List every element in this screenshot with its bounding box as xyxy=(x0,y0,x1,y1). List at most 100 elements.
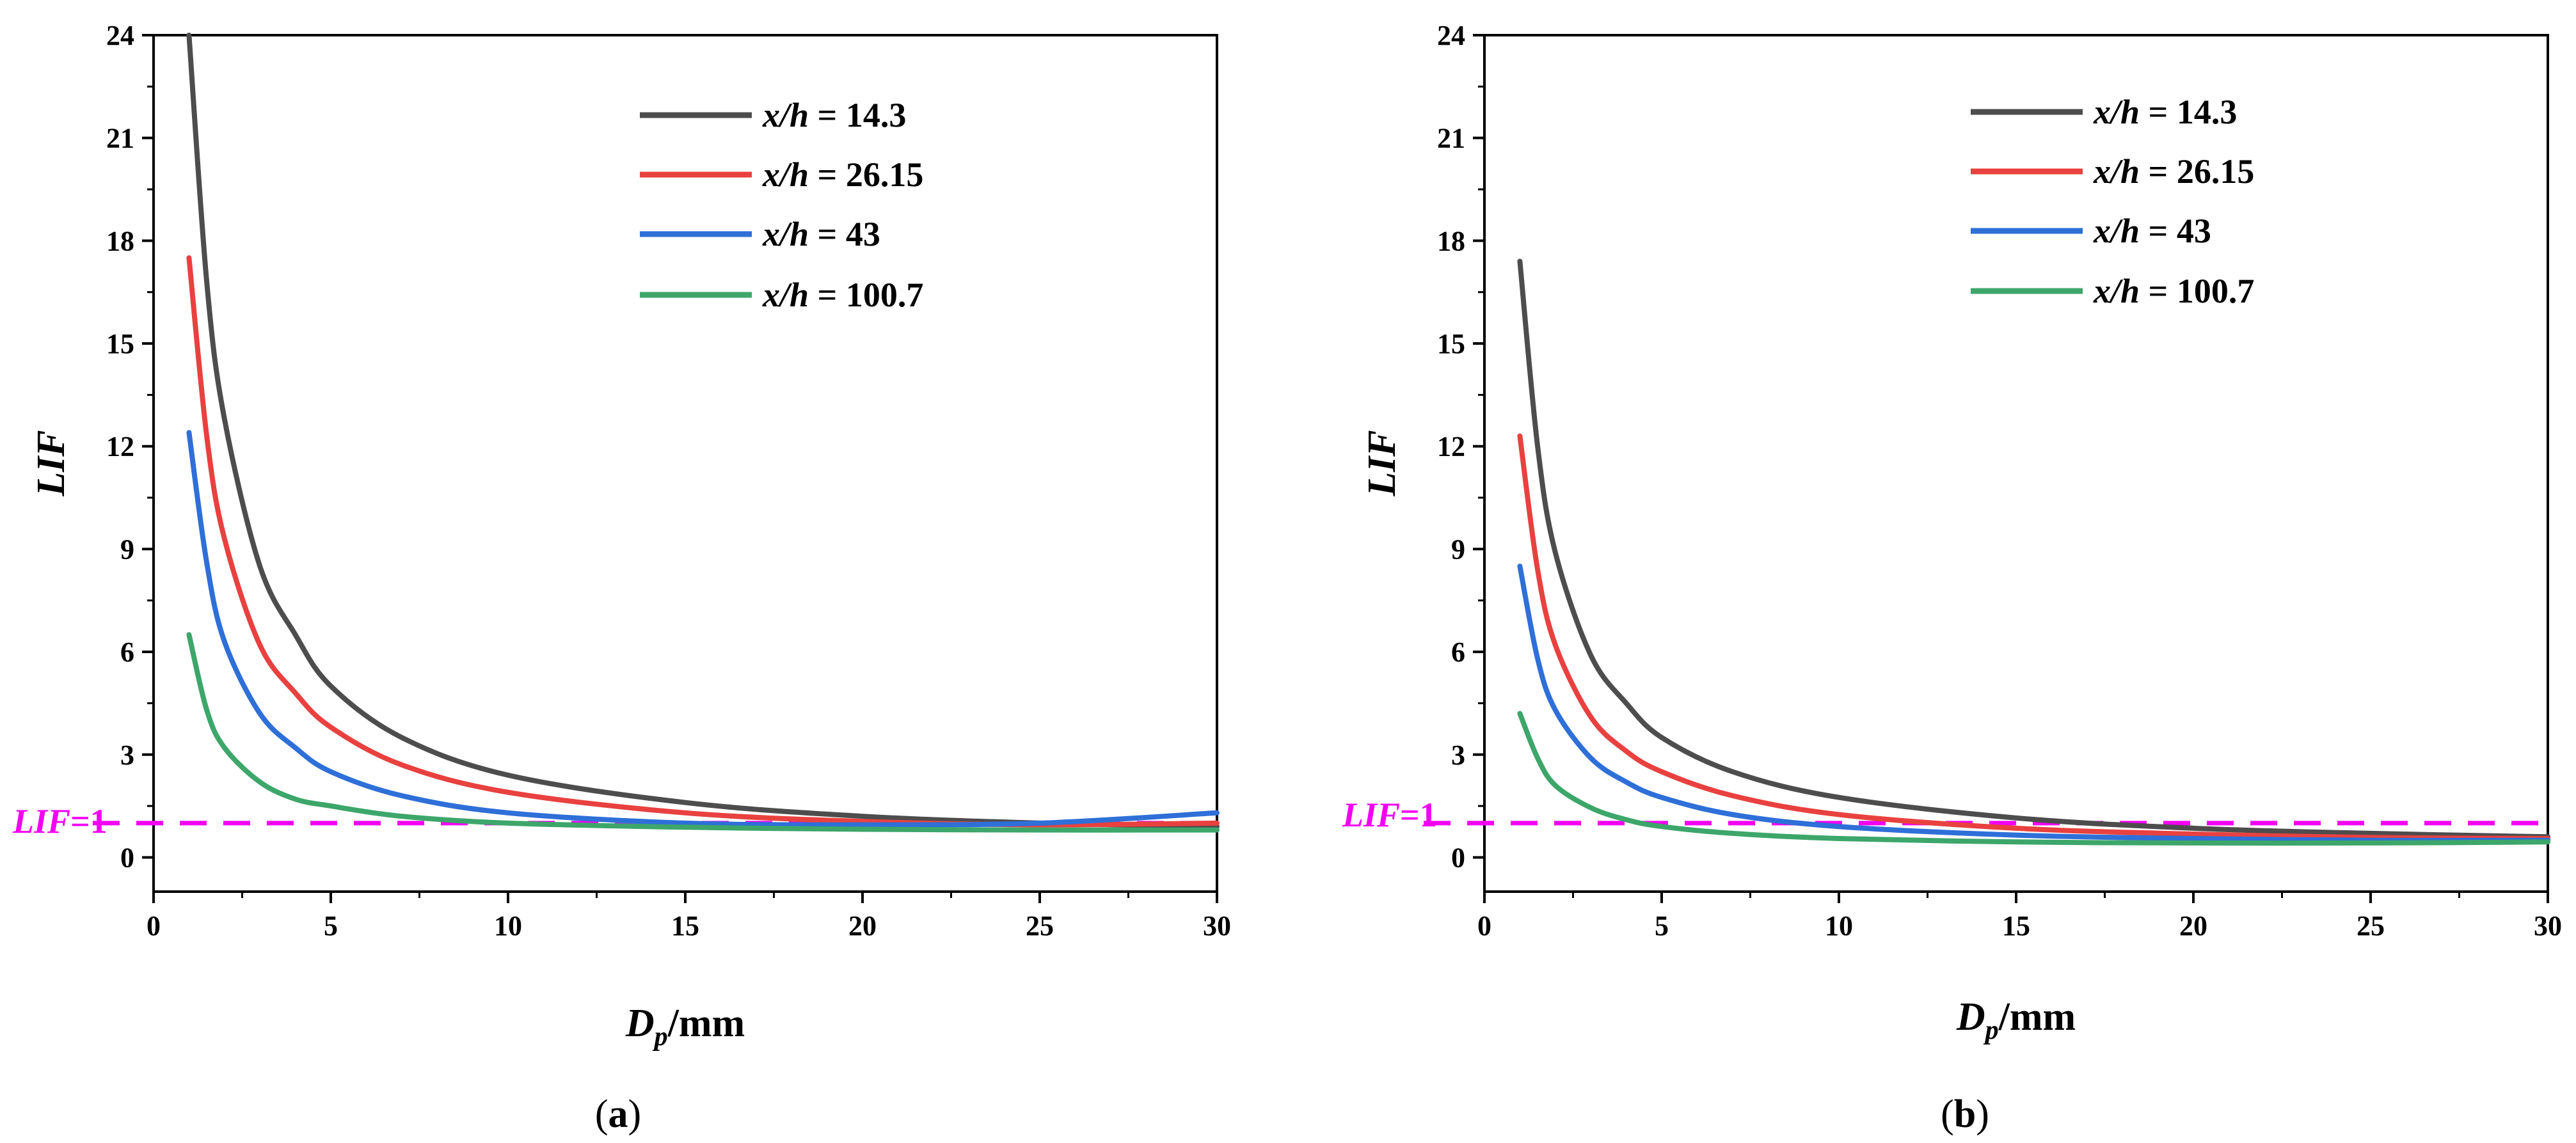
legend-label-value: = 26.15 xyxy=(809,155,923,194)
x-axis-title: Dp/mm xyxy=(625,1002,745,1052)
x-tick-label: 30 xyxy=(2534,910,2562,942)
x-axis-title-symbol: D xyxy=(1956,995,1985,1039)
x-tick-label: 10 xyxy=(494,910,522,942)
x-tick-labels: 0 5 10 15 20 25 30 xyxy=(1477,910,2562,942)
legend-label-var: x/h xyxy=(2093,212,2140,250)
reference-line-label: LIF=1 xyxy=(1342,796,1437,834)
x-axis-title-unit: /mm xyxy=(667,1002,745,1045)
caption-close: ) xyxy=(628,1092,642,1136)
reference-label-symbol: LIF xyxy=(12,802,70,840)
x-axis-title: Dp/mm xyxy=(1956,995,2076,1045)
legend-label-value: = 43 xyxy=(809,215,880,253)
series-layer xyxy=(186,33,1220,833)
legend-label: x/h = 100.7 xyxy=(2093,272,2254,310)
x-tick-label: 0 xyxy=(1477,910,1491,942)
y-axis-title: LIF xyxy=(29,430,73,496)
x-tick-label: 10 xyxy=(1825,910,1853,942)
series-line-4 xyxy=(1517,711,2550,846)
y-tick-label: 15 xyxy=(106,328,134,359)
legend-label-value: = 43 xyxy=(2140,212,2211,250)
reference-line-label: LIF=1 xyxy=(12,802,107,840)
y-tick-label: 24 xyxy=(1437,20,1465,51)
legend-label-value: = 14.3 xyxy=(2140,93,2237,131)
x-tick-label: 15 xyxy=(2002,910,2030,942)
panel-caption: (b) xyxy=(1941,1092,1989,1136)
caption-open: ( xyxy=(1941,1092,1954,1136)
y-tick-label: 0 xyxy=(120,842,134,873)
series-line-4 xyxy=(186,632,1220,833)
legend: x/h = 14.3 x/h = 26.15 x/h = 43 x/h = 10… xyxy=(1971,93,2254,310)
y-tick-label: 12 xyxy=(1437,431,1465,462)
legend-label-value: = 14.3 xyxy=(809,96,906,134)
caption-letter: a xyxy=(608,1092,628,1136)
y-tick-label: 21 xyxy=(106,123,134,154)
legend-label-var: x/h xyxy=(2093,272,2140,310)
y-tick-label: 3 xyxy=(1451,739,1465,771)
reference-label-symbol: LIF xyxy=(1342,796,1400,834)
x-axis-title-unit: /mm xyxy=(1998,995,2076,1039)
series-line-2 xyxy=(186,255,1220,828)
caption-open: ( xyxy=(595,1092,608,1136)
y-tick-label: 18 xyxy=(106,225,134,256)
legend-label: x/h = 26.15 xyxy=(762,155,923,194)
tick-marks xyxy=(1473,34,2549,903)
legend-label-value: = 100.7 xyxy=(2140,272,2254,310)
x-tick-labels: 0 5 10 15 20 25 30 xyxy=(147,910,1231,942)
x-tick-label: 25 xyxy=(1026,910,1054,942)
x-axis-title-subscript: p xyxy=(1984,1016,1999,1045)
x-axis-title-symbol: D xyxy=(625,1002,655,1045)
legend-label: x/h = 14.3 xyxy=(762,96,906,134)
x-tick-label: 25 xyxy=(2357,910,2385,942)
y-tick-labels: 0 3 6 9 12 15 18 21 24 xyxy=(1437,20,1465,873)
y-axis-title: LIF xyxy=(1360,430,1404,496)
x-tick-label: 15 xyxy=(671,910,699,942)
y-tick-label: 18 xyxy=(1437,225,1465,256)
y-tick-label: 24 xyxy=(106,20,134,51)
legend-label-var: x/h xyxy=(2093,152,2140,191)
reference-label-value: =1 xyxy=(1400,796,1437,834)
legend-label: x/h = 26.15 xyxy=(2093,152,2254,191)
tick-marks xyxy=(142,34,1218,903)
y-tick-label: 15 xyxy=(1437,328,1465,359)
series-line-2 xyxy=(1517,433,2550,841)
legend: x/h = 14.3 x/h = 26.15 x/h = 43 x/h = 10… xyxy=(640,96,923,314)
series-line-1 xyxy=(1517,258,2550,840)
legend-label-value: = 26.15 xyxy=(2140,152,2254,191)
x-axis-title-subscript: p xyxy=(653,1022,668,1052)
legend-label: x/h = 43 xyxy=(2093,212,2211,250)
x-tick-label: 0 xyxy=(147,910,161,942)
series-line-3 xyxy=(1517,564,2550,843)
series-layer xyxy=(1517,258,2550,846)
x-tick-label: 5 xyxy=(324,910,338,942)
x-tick-label: 30 xyxy=(1203,910,1231,942)
y-tick-label: 6 xyxy=(1451,636,1465,668)
legend-label-var: x/h xyxy=(762,276,809,314)
y-tick-label: 12 xyxy=(106,431,134,462)
x-tick-label: 20 xyxy=(2179,910,2207,942)
legend-label-value: = 100.7 xyxy=(809,276,923,314)
series-line-3 xyxy=(186,430,1220,828)
caption-letter: b xyxy=(1954,1092,1976,1136)
y-tick-label: 3 xyxy=(120,739,134,771)
legend-label-var: x/h xyxy=(762,155,809,194)
legend-label: x/h = 14.3 xyxy=(2093,93,2237,131)
chart-panel-b: 0 3 6 9 12 15 18 21 24 0 5 10 15 20 25 3… xyxy=(1342,20,2562,1136)
reference-label-value: =1 xyxy=(70,802,107,840)
y-tick-label: 21 xyxy=(1437,123,1465,154)
series-line-1 xyxy=(186,33,1220,830)
y-tick-label: 0 xyxy=(1451,842,1465,873)
legend-label-var: x/h xyxy=(762,215,809,253)
y-tick-labels: 0 3 6 9 12 15 18 21 24 xyxy=(106,20,134,873)
x-tick-label: 5 xyxy=(1655,910,1669,942)
chart-panel-a: 0 3 6 9 12 15 18 21 24 0 5 10 15 20 25 3… xyxy=(12,20,1231,1136)
legend-label-var: x/h xyxy=(762,96,809,134)
panel-caption: (a) xyxy=(595,1092,641,1136)
y-tick-label: 6 xyxy=(120,636,134,668)
x-tick-label: 20 xyxy=(848,910,877,942)
legend-label: x/h = 100.7 xyxy=(762,276,923,314)
legend-label-var: x/h xyxy=(2093,93,2140,131)
y-tick-label: 9 xyxy=(1451,533,1465,565)
legend-label: x/h = 43 xyxy=(762,215,880,253)
y-tick-label: 9 xyxy=(120,533,134,565)
